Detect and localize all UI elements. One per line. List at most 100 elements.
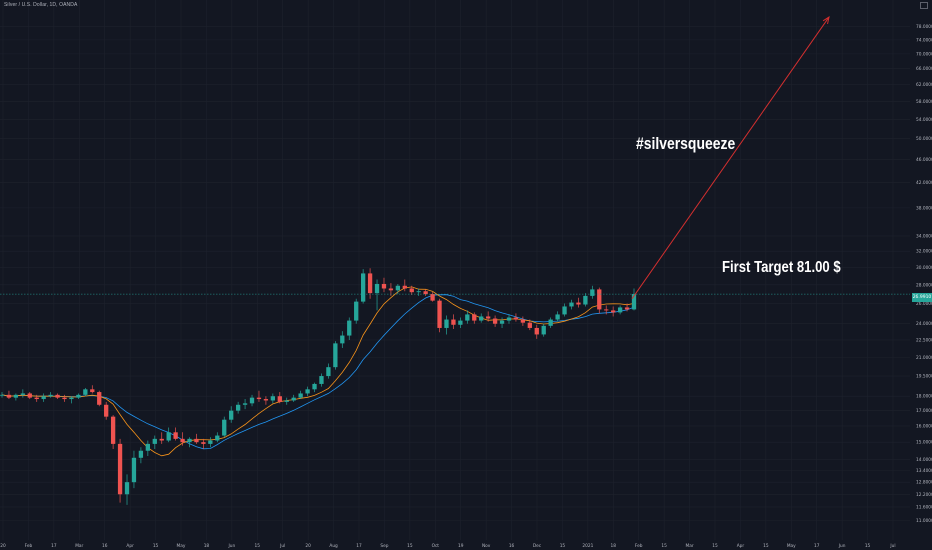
y-tick-label: 62.0000 [916, 82, 932, 88]
x-tick-label: Jul [279, 543, 285, 549]
x-tick-label: 17 [51, 543, 57, 549]
candle-body [312, 383, 317, 390]
candle-body [520, 319, 526, 323]
chart-grid [0, 0, 910, 540]
price-axis[interactable]: 78.0000 74.0000 70.0000 66.0000 62.0000 58.00… [916, 24, 932, 524]
candle-body [437, 300, 442, 328]
x-tick-label: 19 [458, 543, 464, 549]
scale-settings-icon[interactable] [920, 2, 928, 9]
candle-body [256, 397, 262, 400]
y-tick-label: 54.0000 [916, 117, 932, 123]
candle-body [187, 438, 192, 443]
candle-body [326, 367, 331, 377]
candle-body [367, 273, 373, 294]
candle-body [76, 394, 81, 398]
moving-averages [1, 286, 635, 457]
y-tick-label: 28.0000 [916, 282, 932, 288]
candle-body [13, 394, 19, 398]
y-tick-label: 15.0000 [916, 440, 932, 446]
candle-body [104, 404, 109, 417]
candle-body [430, 294, 435, 301]
candle-body [624, 307, 630, 310]
candle-body [41, 396, 46, 400]
candle-body [541, 325, 546, 335]
candle-body [90, 389, 95, 393]
x-tick-label: 15 [407, 543, 413, 549]
x-tick-label: Jun [227, 543, 235, 549]
y-tick-label: 19.5000 [916, 374, 932, 380]
candle-body [263, 399, 269, 401]
y-tick-label: 66.0000 [916, 66, 932, 72]
candle-body [486, 316, 491, 319]
symbol-header: Silver / U.S. Dollar, 1D, OANDA [4, 2, 78, 8]
candle-body [215, 435, 220, 441]
candle-body [597, 289, 602, 310]
x-tick-label: 16 [509, 543, 515, 549]
y-tick-label: 42.0000 [916, 180, 932, 186]
x-tick-label: Sep [380, 543, 388, 549]
y-tick-label: 30.0000 [916, 265, 932, 271]
candle-body [0, 394, 5, 396]
y-tick-label: 24.0000 [916, 321, 932, 327]
candle-body [604, 309, 609, 311]
candles-layer [0, 268, 637, 505]
candle-body [548, 319, 553, 326]
candle-body [340, 335, 345, 344]
x-tick-label: Feb [635, 543, 643, 549]
x-tick-label: Oct [432, 543, 440, 549]
candle-body [291, 397, 296, 401]
y-tick-label: 70.0000 [916, 51, 932, 57]
arrow-shaft [631, 16, 830, 300]
y-tick-label: 50.0000 [916, 136, 932, 142]
y-tick-label: 32.0000 [916, 249, 932, 255]
x-tick-label: Mar [686, 543, 694, 549]
candle-body [201, 442, 206, 444]
candle-body [333, 343, 338, 368]
candle-body [465, 314, 470, 321]
x-tick-label: Apr [737, 543, 745, 549]
candle-body [576, 302, 581, 305]
x-tick-label: 17 [814, 543, 820, 549]
candle-body [569, 302, 574, 307]
candle-body [416, 291, 421, 293]
candle-body [222, 419, 227, 436]
candle-body [506, 317, 512, 321]
candle-body [617, 307, 623, 313]
candle-body [374, 283, 380, 294]
candle-body [492, 318, 498, 324]
x-tick-label: Apr [126, 543, 134, 549]
candle-body [347, 320, 352, 336]
ma-fast-line [1, 286, 635, 457]
y-tick-label: 14.0000 [916, 457, 932, 463]
x-tick-label: 15 [712, 543, 718, 549]
candle-body [451, 319, 456, 325]
y-tick-label: 46.0000 [916, 157, 932, 163]
candle-body [472, 314, 477, 321]
candle-body [583, 295, 588, 305]
candle-body [444, 319, 449, 328]
candle-body [354, 301, 359, 321]
candle-body [270, 396, 276, 401]
x-tick-label: Aug [329, 543, 338, 549]
candle-body [423, 291, 428, 295]
time-axis[interactable]: 20 Feb 17 Mar 16 Apr 15 May 18 Jun 15 Jul 20 Aug 17 Sep… [0, 543, 895, 549]
x-tick-label: Feb [25, 543, 33, 549]
candle-body [458, 320, 463, 325]
candle-body [499, 320, 505, 324]
candle-body [562, 306, 567, 315]
candle-body [145, 443, 150, 451]
candle-body [34, 397, 39, 400]
candle-body [319, 376, 324, 384]
y-tick-label: 58.0000 [916, 99, 932, 105]
x-tick-label: May [177, 543, 186, 549]
candle-body [479, 316, 484, 321]
x-tick-label: 20 [305, 543, 311, 549]
candle-body [305, 389, 310, 394]
x-tick-label: 18 [204, 543, 210, 549]
candle-body [229, 410, 234, 420]
x-tick-label: 15 [763, 543, 769, 549]
candle-body [6, 394, 12, 398]
x-tick-label: 17 [356, 543, 362, 549]
candle-body [62, 397, 67, 400]
